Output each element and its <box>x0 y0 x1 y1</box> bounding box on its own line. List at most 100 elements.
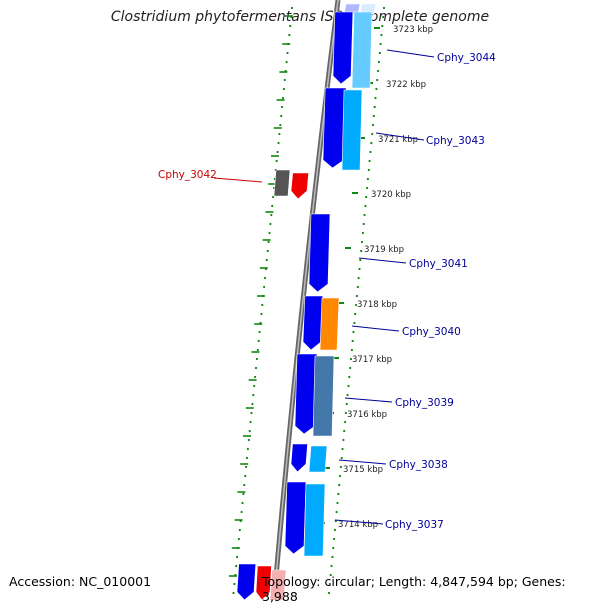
ring-dot <box>238 528 241 532</box>
ring-dot <box>250 411 253 415</box>
gene-box-cphy-3039-b <box>312 355 335 437</box>
gene-arrow-cphy-3043-a <box>322 87 347 169</box>
tick-label: 3723 kbp <box>393 25 433 35</box>
ring-dot <box>335 510 338 514</box>
ring-dot <box>282 87 285 91</box>
ring-dot <box>371 123 375 127</box>
ring-dot <box>370 141 373 145</box>
ring-dot <box>235 564 238 568</box>
ring-dot <box>260 312 263 316</box>
ring-dot <box>364 204 367 208</box>
ring-dot <box>265 258 268 262</box>
ring-dot <box>333 528 336 532</box>
ring-dot <box>278 132 281 136</box>
gene-leader-line <box>338 459 387 465</box>
ring-dot <box>372 114 375 118</box>
ring-dot <box>261 303 264 307</box>
gene-leader-line <box>386 49 435 58</box>
ring-dot <box>330 564 333 568</box>
gene-arrow-bottom-a <box>236 563 257 600</box>
ring-dot <box>256 348 259 352</box>
ring-dot <box>356 285 359 289</box>
tick-label: 3717 kbp <box>352 355 392 365</box>
ring-dot <box>367 168 370 172</box>
gene-label-cphy-3039: Cphy_3039 <box>395 397 454 409</box>
ring-dot <box>371 132 374 136</box>
ring-dot <box>236 555 239 559</box>
gene-arrow-bottom-red <box>255 565 272 600</box>
ring-dot <box>233 582 236 586</box>
tick-label: 3719 kbp <box>364 245 404 255</box>
gene-label-cphy-3040: Cphy_3040 <box>402 326 461 338</box>
ring-dot <box>357 276 360 280</box>
ring-dot <box>237 537 240 541</box>
ring-dot <box>338 474 342 478</box>
ring-dot <box>254 375 257 379</box>
ring-dot <box>232 591 235 595</box>
ring-dot <box>373 105 376 109</box>
ring-dot <box>362 222 365 226</box>
gene-leader-line <box>375 132 425 141</box>
ring-dot <box>366 177 369 181</box>
ring-dot <box>271 204 274 208</box>
ring-dot <box>352 330 355 334</box>
ring-dot <box>245 456 249 460</box>
ring-dot <box>240 510 243 514</box>
ring-dot <box>276 150 279 154</box>
ring-dot <box>241 501 244 505</box>
ring-dot <box>257 339 260 343</box>
tick-labels: 3723 kbp 3722 kbp 3721 kbp 3720 kbp 3719 kbp… <box>319 25 433 530</box>
tick-label: 3722 kbp <box>386 80 426 90</box>
gene-label-cphy-3042: Cphy_3042 <box>158 169 217 181</box>
ring-dot <box>254 366 258 370</box>
ring-dot <box>349 366 352 370</box>
ring-dot <box>361 231 364 235</box>
ring-dot <box>243 483 246 487</box>
ring-dot <box>245 465 248 469</box>
ring-dot <box>382 6 386 10</box>
ring-dot <box>347 384 350 388</box>
ring-dot <box>281 96 285 100</box>
ring-dot <box>363 213 366 217</box>
ring-dot <box>248 429 251 433</box>
ring-dot <box>242 492 245 496</box>
ring-dot <box>380 33 383 37</box>
tick-label: 3721 kbp <box>378 135 418 145</box>
gene-arrow-cphy-3044-a <box>332 11 354 85</box>
ring-dot <box>381 24 384 28</box>
gene-label-cphy-3044: Cphy_3044 <box>437 52 496 64</box>
gene-label-cphy-3043: Cphy_3043 <box>426 135 485 147</box>
ring-dot <box>366 186 369 190</box>
ring-dot <box>350 348 353 352</box>
ring-dot <box>376 78 379 82</box>
gene-label-cphy-3038: Cphy_3038 <box>389 459 448 471</box>
ring-dot <box>289 24 292 28</box>
ring-dot <box>268 231 271 235</box>
ring-dot <box>382 15 385 19</box>
ring-dot <box>377 69 380 73</box>
ring-dot <box>249 420 252 424</box>
ring-dot <box>279 123 282 127</box>
ring-dot <box>280 114 283 118</box>
gene-partial-top-b <box>359 3 377 15</box>
ring-dot <box>270 213 273 217</box>
ring-dot <box>374 96 377 100</box>
ring-dot <box>341 447 344 451</box>
gene-arrow-cphy-3037-a <box>284 481 307 555</box>
ring-dot <box>327 591 331 595</box>
ring-dot <box>283 78 286 82</box>
ring-dot <box>353 321 356 325</box>
backbone-highlight <box>273 0 339 600</box>
outer-dotted-ring <box>327 6 386 595</box>
tick-label: 3720 kbp <box>371 190 411 200</box>
ring-dot <box>343 429 346 433</box>
ring-dot <box>281 105 284 109</box>
ring-dot <box>339 465 342 469</box>
ring-dot <box>244 474 247 478</box>
ring-dot <box>359 258 362 262</box>
ring-dot <box>332 546 335 550</box>
tick-label: 3715 kbp <box>343 465 383 475</box>
ring-dot <box>263 285 266 289</box>
